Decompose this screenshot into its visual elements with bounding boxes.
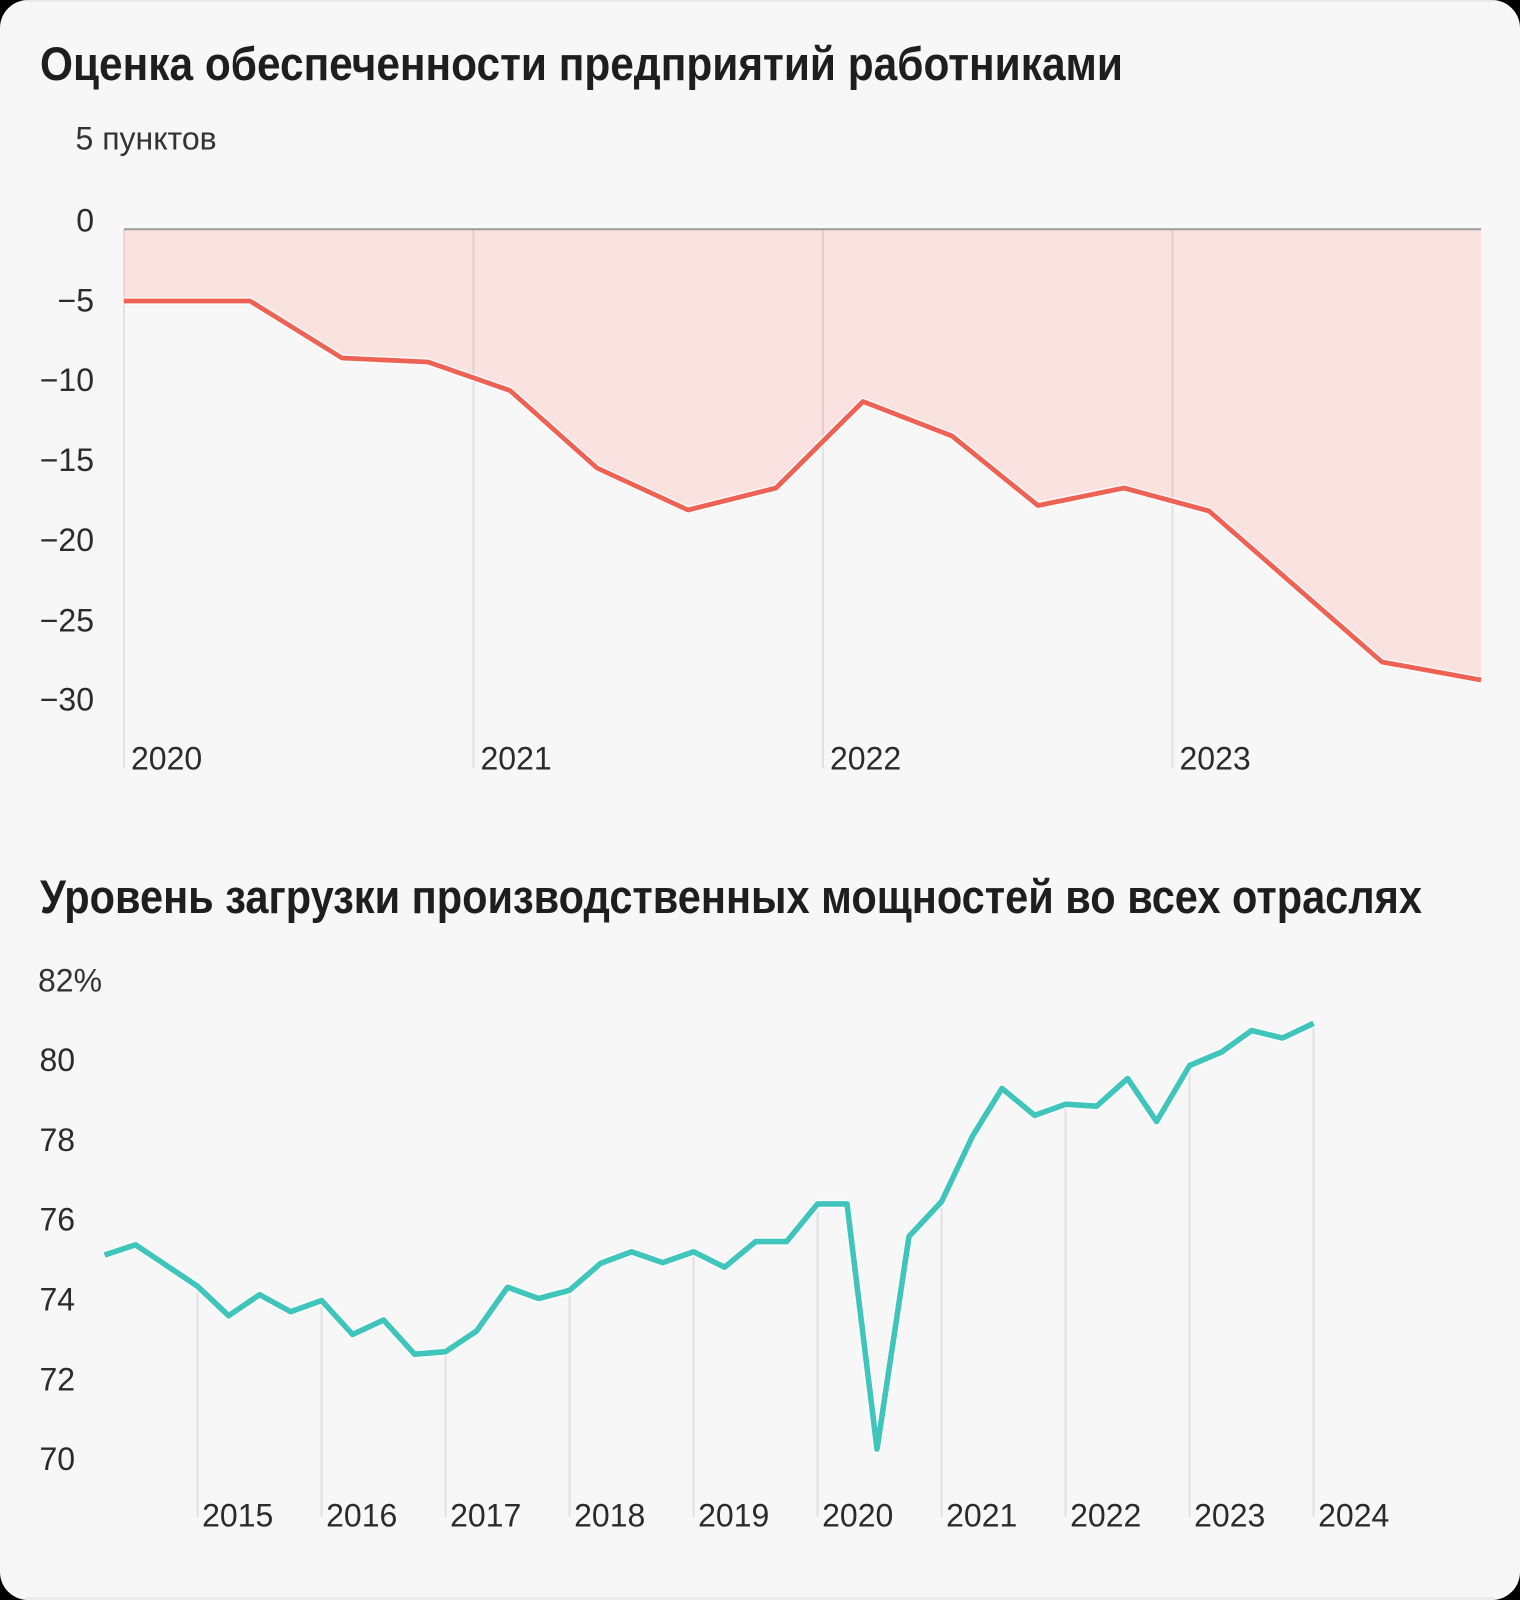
svg-text:2019: 2019 xyxy=(698,1498,769,1534)
svg-text:2016: 2016 xyxy=(326,1498,397,1534)
svg-text:72: 72 xyxy=(40,1361,76,1397)
svg-text:Оценка обеспеченности предприя: Оценка обеспеченности предприятий работн… xyxy=(40,37,1123,90)
svg-text:2023: 2023 xyxy=(1194,1498,1265,1534)
svg-text:0: 0 xyxy=(76,202,94,238)
svg-text:−10: −10 xyxy=(40,362,94,398)
svg-text:78: 78 xyxy=(40,1122,76,1158)
svg-text:2017: 2017 xyxy=(450,1498,521,1534)
svg-text:74: 74 xyxy=(40,1282,76,1318)
svg-text:80: 80 xyxy=(40,1042,76,1078)
svg-text:2022: 2022 xyxy=(830,741,901,777)
svg-text:−25: −25 xyxy=(40,602,94,638)
svg-text:2020: 2020 xyxy=(131,741,202,777)
svg-text:2021: 2021 xyxy=(946,1498,1017,1534)
svg-text:82%: 82% xyxy=(38,963,102,999)
svg-text:5 пунктов: 5 пунктов xyxy=(76,121,217,157)
svg-text:−30: −30 xyxy=(40,682,94,718)
svg-text:76: 76 xyxy=(40,1201,76,1237)
svg-text:2023: 2023 xyxy=(1180,741,1251,777)
svg-text:2015: 2015 xyxy=(202,1498,273,1534)
svg-text:−5: −5 xyxy=(58,282,94,318)
svg-text:2018: 2018 xyxy=(574,1498,645,1534)
svg-text:2021: 2021 xyxy=(481,741,552,777)
svg-text:−20: −20 xyxy=(40,522,94,558)
svg-text:2024: 2024 xyxy=(1318,1498,1389,1534)
svg-text:−15: −15 xyxy=(40,442,94,478)
svg-text:70: 70 xyxy=(40,1441,76,1477)
svg-text:2020: 2020 xyxy=(822,1498,893,1534)
svg-text:Уровень загрузки производствен: Уровень загрузки производственных мощнос… xyxy=(40,870,1422,923)
svg-text:2022: 2022 xyxy=(1070,1498,1141,1534)
